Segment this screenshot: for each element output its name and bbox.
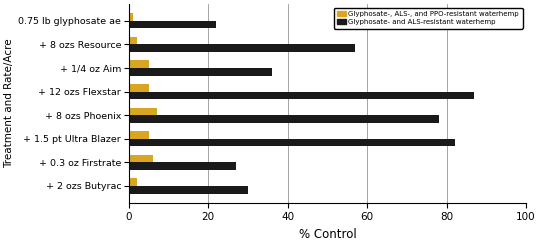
Bar: [129, 68, 272, 75]
Legend: Glyphosate-, ALS-, and PPO-resistant waterhemp, Glyphosate- and ALS-resistant wa: Glyphosate-, ALS-, and PPO-resistant wat…: [334, 8, 523, 29]
Bar: [129, 131, 149, 139]
Bar: [129, 21, 216, 28]
X-axis label: % Control: % Control: [299, 228, 356, 241]
Bar: [129, 108, 157, 115]
Bar: [129, 178, 137, 186]
Y-axis label: Treatment and Rate/Acre: Treatment and Rate/Acre: [4, 38, 14, 168]
Bar: [129, 13, 133, 21]
Bar: [129, 115, 438, 123]
Bar: [129, 139, 455, 146]
Bar: [129, 92, 474, 99]
Bar: [129, 162, 236, 170]
Bar: [129, 155, 153, 162]
Bar: [129, 186, 248, 194]
Bar: [129, 44, 355, 52]
Bar: [129, 37, 137, 44]
Bar: [129, 84, 149, 92]
Bar: [129, 61, 149, 68]
